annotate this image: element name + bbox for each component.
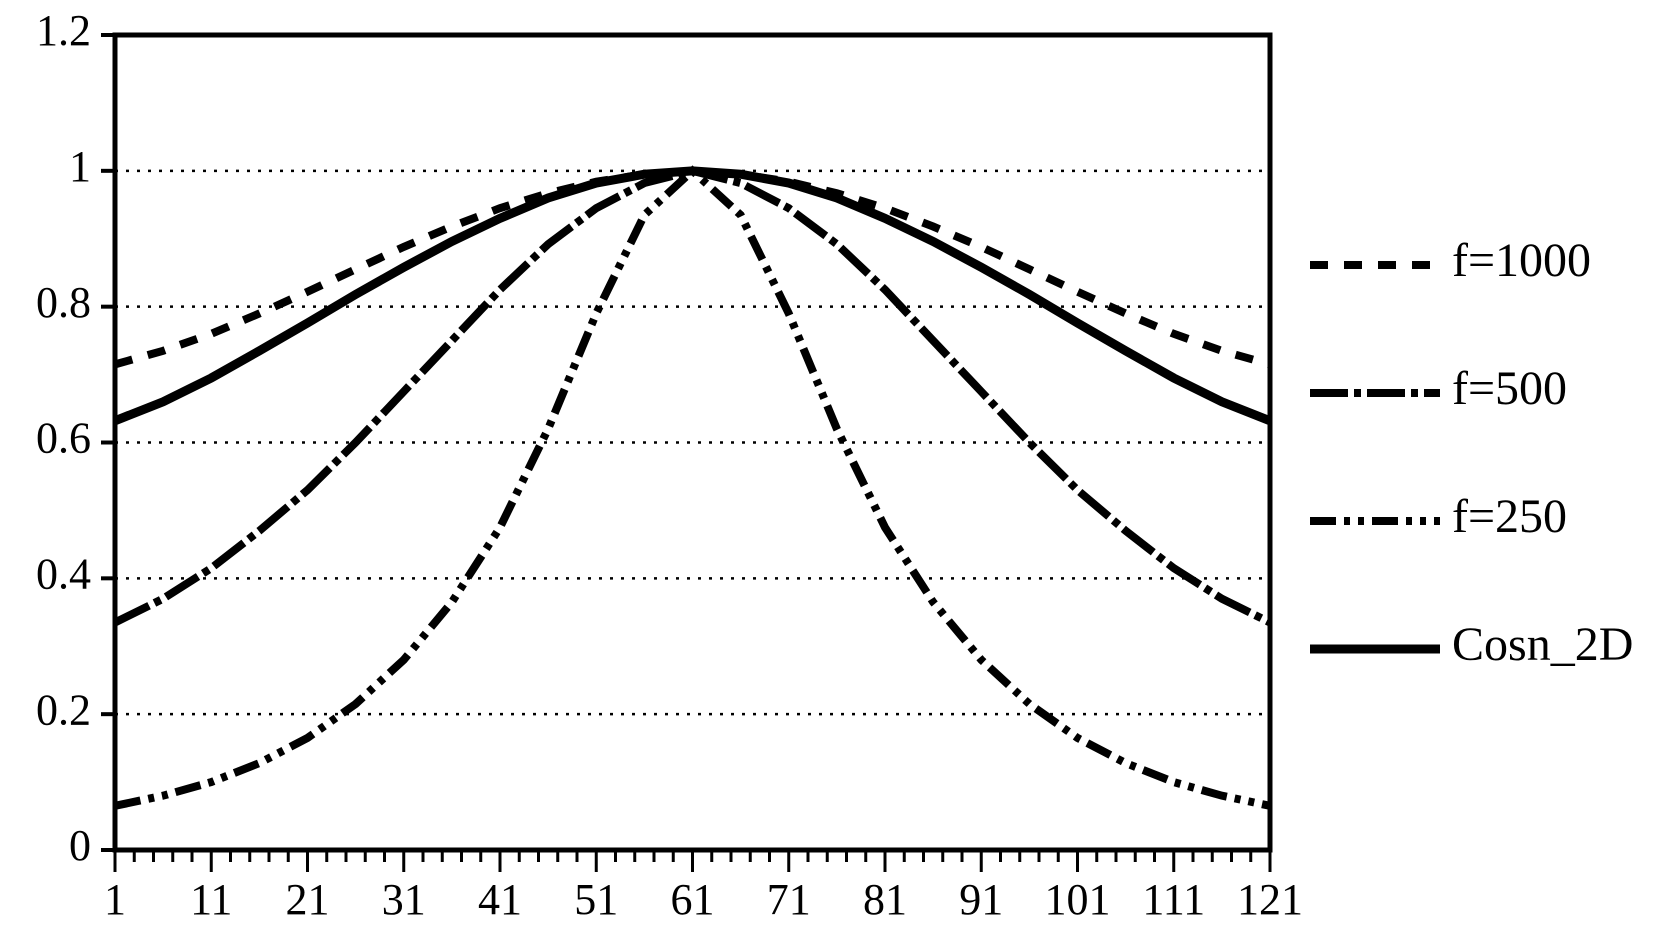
y-tick-label: 0.6 [36, 414, 91, 463]
y-tick-label: 0.2 [36, 685, 91, 734]
x-tick-label: 21 [286, 875, 330, 924]
x-tick-label: 61 [671, 875, 715, 924]
legend-label: Cosn_2D [1452, 618, 1633, 671]
x-tick-label: 101 [1045, 875, 1111, 924]
x-tick-label: 121 [1237, 875, 1303, 924]
x-tick-label: 71 [767, 875, 811, 924]
x-tick-label: 31 [382, 875, 426, 924]
x-tick-label: 111 [1142, 875, 1205, 924]
y-tick-label: 0.8 [36, 278, 91, 327]
legend-label: f=1000 [1452, 234, 1591, 287]
x-tick-label: 51 [574, 875, 618, 924]
y-tick-label: 1 [69, 142, 91, 191]
x-tick-label: 41 [478, 875, 522, 924]
x-tick-label: 91 [959, 875, 1003, 924]
x-tick-label: 1 [104, 875, 126, 924]
y-tick-label: 0.4 [36, 549, 91, 598]
y-tick-label: 0 [69, 821, 91, 870]
x-tick-label: 11 [190, 875, 232, 924]
legend-label: f=250 [1452, 490, 1567, 543]
line-chart: 00.20.40.60.811.211121314151617181911011… [0, 0, 1679, 944]
y-tick-label: 1.2 [36, 6, 91, 55]
chart-container: 00.20.40.60.811.211121314151617181911011… [0, 0, 1679, 944]
legend-label: f=500 [1452, 362, 1567, 415]
x-tick-label: 81 [863, 875, 907, 924]
